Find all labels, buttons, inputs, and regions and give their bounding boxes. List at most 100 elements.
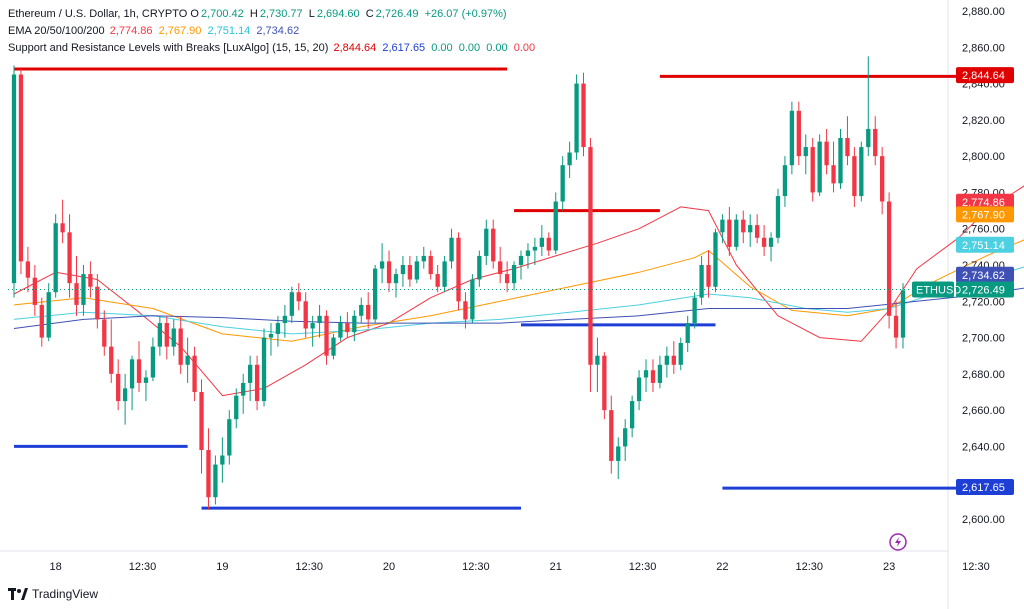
candle[interactable] — [345, 312, 350, 338]
candle[interactable] — [74, 255, 79, 316]
candle[interactable] — [60, 199, 65, 244]
candle[interactable] — [449, 228, 454, 269]
candle[interactable] — [178, 315, 183, 374]
candle[interactable] — [268, 323, 274, 356]
candle[interactable] — [692, 292, 697, 329]
candle[interactable] — [720, 214, 725, 244]
candle[interactable] — [754, 214, 760, 244]
candle[interactable] — [192, 346, 197, 402]
candle[interactable] — [150, 337, 156, 382]
candle[interactable] — [407, 255, 413, 287]
candle[interactable] — [734, 214, 739, 251]
candle[interactable] — [900, 283, 906, 349]
candle[interactable] — [866, 56, 871, 157]
candle[interactable] — [845, 116, 850, 166]
candle[interactable] — [491, 219, 496, 269]
candle[interactable] — [838, 128, 843, 189]
candles[interactable] — [11, 56, 906, 510]
candle[interactable] — [164, 315, 169, 360]
candle[interactable] — [588, 138, 593, 392]
candle[interactable] — [206, 428, 211, 510]
candle[interactable] — [567, 141, 572, 178]
candle[interactable] — [379, 243, 385, 284]
candle[interactable] — [748, 214, 753, 247]
candle[interactable] — [782, 156, 788, 207]
candle[interactable] — [852, 147, 857, 207]
candle[interactable] — [400, 255, 406, 287]
candle[interactable] — [414, 255, 419, 284]
candle[interactable] — [220, 437, 225, 483]
legend-title[interactable]: Ethereum / U.S. Dollar, 1h, CRYPTO — [8, 8, 188, 20]
candle[interactable] — [352, 310, 357, 342]
candle[interactable] — [81, 265, 86, 316]
candle[interactable] — [143, 370, 149, 402]
candle[interactable] — [595, 337, 600, 392]
candle[interactable] — [817, 134, 822, 197]
candle[interactable] — [789, 101, 795, 175]
legend-ema-line[interactable]: EMA 20/50/100/200 2,774.86 2,767.90 2,75… — [8, 23, 538, 40]
candle[interactable] — [886, 192, 892, 329]
candle[interactable] — [435, 265, 440, 293]
candle[interactable] — [504, 261, 510, 293]
candle[interactable] — [18, 69, 24, 275]
candle[interactable] — [602, 352, 607, 420]
candle[interactable] — [616, 437, 621, 480]
candle[interactable] — [129, 355, 135, 411]
candle[interactable] — [796, 101, 801, 166]
candle[interactable] — [657, 355, 663, 389]
candle[interactable] — [32, 265, 37, 316]
candle[interactable] — [741, 210, 746, 244]
candle[interactable] — [46, 283, 51, 342]
candle[interactable] — [136, 341, 142, 392]
candle[interactable] — [470, 274, 475, 324]
candle[interactable] — [296, 283, 301, 311]
candle[interactable] — [241, 373, 246, 414]
candle[interactable] — [102, 310, 107, 356]
candle[interactable] — [706, 250, 711, 298]
candle[interactable] — [157, 315, 163, 356]
candle[interactable] — [727, 206, 732, 256]
candle[interactable] — [803, 134, 808, 175]
candle[interactable] — [324, 310, 329, 365]
candle[interactable] — [67, 214, 72, 298]
candle[interactable] — [53, 214, 58, 298]
candle[interactable] — [247, 355, 253, 402]
candle[interactable] — [331, 333, 336, 360]
candle[interactable] — [650, 359, 656, 392]
candle[interactable] — [39, 297, 44, 347]
candle[interactable] — [366, 292, 371, 329]
candle[interactable] — [289, 286, 294, 324]
candle[interactable] — [310, 315, 315, 347]
candle[interactable] — [643, 359, 649, 392]
candle[interactable] — [546, 232, 551, 256]
tradingview-branding[interactable]: TradingView — [8, 587, 98, 601]
candle[interactable] — [518, 250, 524, 280]
candle[interactable] — [880, 147, 885, 215]
candle[interactable] — [88, 261, 93, 298]
candle[interactable] — [831, 141, 836, 193]
candle[interactable] — [511, 261, 517, 291]
candle[interactable] — [234, 388, 239, 429]
candle[interactable] — [539, 225, 544, 256]
candle[interactable] — [456, 232, 461, 311]
candle[interactable] — [373, 265, 378, 324]
candle[interactable] — [664, 346, 670, 378]
candle[interactable] — [629, 395, 635, 438]
candle[interactable] — [442, 255, 447, 293]
candle[interactable] — [171, 319, 176, 356]
candle[interactable] — [581, 72, 586, 157]
candle[interactable] — [213, 455, 218, 505]
price-axis[interactable]: 2,600.002,620.002,640.002,660.002,680.00… — [962, 6, 1005, 526]
candle[interactable] — [386, 250, 392, 293]
candle[interactable] — [116, 359, 121, 411]
candle[interactable] — [713, 228, 718, 293]
candle[interactable] — [359, 297, 364, 324]
candle[interactable] — [560, 156, 565, 211]
candle[interactable] — [636, 370, 642, 411]
candle[interactable] — [254, 355, 260, 411]
legend-sr-line[interactable]: Support and Resistance Levels with Break… — [8, 40, 538, 57]
candle[interactable] — [525, 243, 531, 269]
candle[interactable] — [261, 328, 267, 407]
lightning-icon[interactable] — [889, 533, 907, 551]
